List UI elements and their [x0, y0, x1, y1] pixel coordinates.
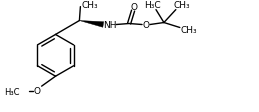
- Polygon shape: [80, 21, 104, 28]
- Text: CH₃: CH₃: [181, 26, 197, 35]
- Text: CH₃: CH₃: [174, 1, 190, 10]
- Text: CH₃: CH₃: [81, 1, 98, 10]
- Text: O: O: [142, 21, 149, 30]
- Text: H₃C: H₃C: [144, 1, 160, 10]
- Text: NH: NH: [104, 21, 117, 30]
- Text: O: O: [131, 3, 138, 12]
- Text: O: O: [33, 86, 40, 95]
- Text: H₃C: H₃C: [4, 87, 20, 96]
